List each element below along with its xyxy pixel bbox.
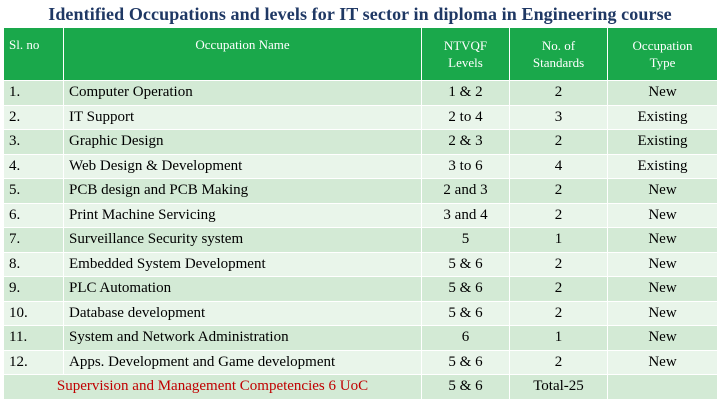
- table-row: 5. PCB design and PCB Making 2 and 3 2 New: [3, 178, 718, 204]
- footer-levels: 5 & 6: [421, 374, 510, 400]
- cell-no-of-standards: 2: [509, 350, 608, 375]
- cell-occupation-name: Database development: [63, 301, 422, 326]
- cell-ntvqf-levels: 3 to 6: [421, 154, 510, 179]
- cell-occupation-name: System and Network Administration: [63, 325, 422, 351]
- cell-sl-no: 2.: [3, 105, 64, 130]
- cell-no-of-standards: 1: [509, 325, 608, 351]
- cell-ntvqf-levels: 2 to 4: [421, 105, 510, 130]
- cell-occupation-type: New: [607, 276, 718, 302]
- cell-occupation-type: New: [607, 80, 718, 106]
- cell-occupation-type: New: [607, 178, 718, 204]
- cell-sl-no: 6.: [3, 203, 64, 228]
- cell-occupation-name: PCB design and PCB Making: [63, 178, 422, 204]
- header-occupation-name: Occupation Name: [63, 27, 422, 81]
- cell-no-of-standards: 2: [509, 203, 608, 228]
- cell-occupation-type: Existing: [607, 129, 718, 155]
- cell-no-of-standards: 4: [509, 154, 608, 179]
- cell-no-of-standards: 1: [509, 227, 608, 253]
- cell-occupation-name: IT Support: [63, 105, 422, 130]
- table-header-row: Sl. no Occupation Name NTVQF Levels No. …: [3, 27, 718, 81]
- cell-occupation-type: Existing: [607, 154, 718, 179]
- cell-sl-no: 4.: [3, 154, 64, 179]
- cell-sl-no: 5.: [3, 178, 64, 204]
- cell-no-of-standards: 2: [509, 178, 608, 204]
- cell-occupation-type: New: [607, 301, 718, 326]
- footer-label: Supervision and Management Competencies …: [3, 374, 422, 400]
- table-row: 3. Graphic Design 2 & 3 2 Existing: [3, 129, 718, 155]
- cell-occupation-name: Print Machine Servicing: [63, 203, 422, 228]
- footer-type: [607, 374, 718, 400]
- cell-sl-no: 12.: [3, 350, 64, 375]
- cell-no-of-standards: 3: [509, 105, 608, 130]
- cell-sl-no: 3.: [3, 129, 64, 155]
- table-row: 8. Embedded System Development 5 & 6 2 New: [3, 252, 718, 277]
- table-body: 1. Computer Operation 1 & 2 2 New 2. IT Suppor…: [3, 80, 718, 400]
- cell-occupation-name: Web Design & Development: [63, 154, 422, 179]
- header-ntvqf-line1: NTVQF: [443, 38, 488, 53]
- cell-occupation-name: Embedded System Development: [63, 252, 422, 277]
- page-title: Identified Occupations and levels for IT…: [48, 4, 672, 24]
- header-occupation-type: Occupation Type: [607, 27, 718, 81]
- cell-occupation-type: New: [607, 252, 718, 277]
- table-row: 1. Computer Operation 1 & 2 2 New: [3, 80, 718, 106]
- cell-no-of-standards: 2: [509, 252, 608, 277]
- header-no-of-standards: No. of Standards: [509, 27, 608, 81]
- cell-occupation-type: New: [607, 325, 718, 351]
- cell-occupation-type: Existing: [607, 105, 718, 130]
- cell-ntvqf-levels: 6: [421, 325, 510, 351]
- cell-no-of-standards: 2: [509, 80, 608, 106]
- cell-ntvqf-levels: 5 & 6: [421, 276, 510, 302]
- cell-no-of-standards: 2: [509, 129, 608, 155]
- header-sl-no: Sl. no: [3, 27, 64, 81]
- header-type-line1: Occupation: [632, 38, 693, 53]
- header-ntvqf-levels: NTVQF Levels: [421, 27, 510, 81]
- cell-occupation-type: New: [607, 227, 718, 253]
- table-row: 12. Apps. Development and Game developmen…: [3, 350, 718, 375]
- cell-occupation-name: Computer Operation: [63, 80, 422, 106]
- header-type-line2: Type: [649, 55, 676, 70]
- header-ntvqf-line2: Levels: [448, 55, 483, 70]
- cell-occupation-name: Graphic Design: [63, 129, 422, 155]
- cell-ntvqf-levels: 5: [421, 227, 510, 253]
- cell-ntvqf-levels: 2 and 3: [421, 178, 510, 204]
- cell-occupation-name: Surveillance Security system: [63, 227, 422, 253]
- cell-sl-no: 10.: [3, 301, 64, 326]
- cell-occupation-name: PLC Automation: [63, 276, 422, 302]
- table-row: 9. PLC Automation 5 & 6 2 New: [3, 276, 718, 302]
- cell-ntvqf-levels: 5 & 6: [421, 252, 510, 277]
- footer-total: Total-25: [509, 374, 608, 400]
- table-row: 7. Surveillance Security system 5 1 New: [3, 227, 718, 253]
- cell-ntvqf-levels: 5 & 6: [421, 301, 510, 326]
- cell-occupation-type: New: [607, 203, 718, 228]
- table-footer-row: Supervision and Management Competencies …: [3, 374, 718, 400]
- header-standards-line2: Standards: [532, 55, 585, 70]
- cell-sl-no: 11.: [3, 325, 64, 351]
- cell-sl-no: 8.: [3, 252, 64, 277]
- cell-sl-no: 9.: [3, 276, 64, 302]
- cell-occupation-type: New: [607, 350, 718, 375]
- cell-no-of-standards: 2: [509, 301, 608, 326]
- cell-occupation-name: Apps. Development and Game development: [63, 350, 422, 375]
- cell-sl-no: 1.: [3, 80, 64, 106]
- table-row: 4. Web Design & Development 3 to 6 4 Existin…: [3, 154, 718, 179]
- table-row: 6. Print Machine Servicing 3 and 4 2 New: [3, 203, 718, 228]
- cell-ntvqf-levels: 3 and 4: [421, 203, 510, 228]
- table-row: 10. Database development 5 & 6 2 New: [3, 301, 718, 326]
- table-row: 11. System and Network Administration 6 1 Ne…: [3, 325, 718, 351]
- header-standards-line1: No. of: [541, 38, 576, 53]
- cell-ntvqf-levels: 5 & 6: [421, 350, 510, 375]
- cell-no-of-standards: 2: [509, 276, 608, 302]
- cell-sl-no: 7.: [3, 227, 64, 253]
- cell-ntvqf-levels: 1 & 2: [421, 80, 510, 106]
- cell-ntvqf-levels: 2 & 3: [421, 129, 510, 155]
- occupations-table: Sl. no Occupation Name NTVQF Levels No. …: [3, 27, 718, 400]
- table-row: 2. IT Support 2 to 4 3 Existing: [3, 105, 718, 130]
